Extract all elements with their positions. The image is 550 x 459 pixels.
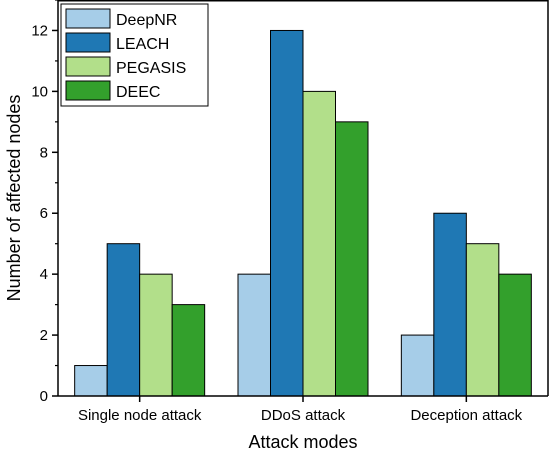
bar-deec-single-node-attack [171, 304, 206, 397]
bar-deepnr-single-node-attack [74, 365, 108, 397]
bar-deepnr-ddos-attack [237, 273, 271, 397]
bar-pegasis-ddos-attack [302, 90, 336, 397]
bar-leach-deception-attack [433, 212, 467, 397]
y-tick-label: 4 [40, 266, 48, 283]
x-ticks-group: Single node attack DDoS attack Deception a… [78, 396, 523, 424]
y-axis-title: Number of affected nodes [4, 95, 24, 302]
legend: DeepNR LEACH PEGASIS DEEC [60, 3, 209, 107]
legend-label-deec: DEEC [116, 84, 160, 101]
bar-leach-single-node-attack [106, 243, 141, 397]
y-tick-label: 6 [40, 205, 48, 222]
bar-deepnr-deception-attack [400, 334, 435, 397]
y-tick-label: 2 [40, 327, 48, 344]
bar-pegasis-deception-attack [465, 243, 500, 397]
y-ticks-group: 0 2 4 6 8 10 12 [31, 0, 58, 405]
y-tick-label: 10 [31, 83, 48, 100]
y-tick-label: 0 [40, 388, 48, 405]
x-axis-title: Attack modes [248, 432, 357, 452]
x-tick-label: DDoS attack [261, 407, 346, 424]
legend-swatch-pegasis [65, 56, 111, 77]
bar-pegasis-single-node-attack [139, 273, 173, 397]
y-tick-label: 12 [31, 22, 48, 39]
x-tick-label: Deception attack [410, 407, 522, 424]
bar-leach-ddos-attack [270, 29, 304, 397]
legend-label-leach: LEACH [116, 36, 169, 53]
y-tick-label: 8 [40, 144, 48, 161]
bar-deec-ddos-attack [335, 121, 369, 397]
bar-deec-deception-attack [498, 273, 532, 397]
legend-label-pegasis: PEGASIS [116, 60, 186, 77]
legend-swatch-deec [65, 80, 111, 101]
legend-label-deepnr: DeepNR [116, 12, 177, 29]
x-tick-label: Single node attack [78, 407, 202, 424]
legend-swatch-deepnr [65, 8, 111, 29]
bars-group [74, 29, 532, 397]
legend-swatch-leach [65, 32, 111, 53]
